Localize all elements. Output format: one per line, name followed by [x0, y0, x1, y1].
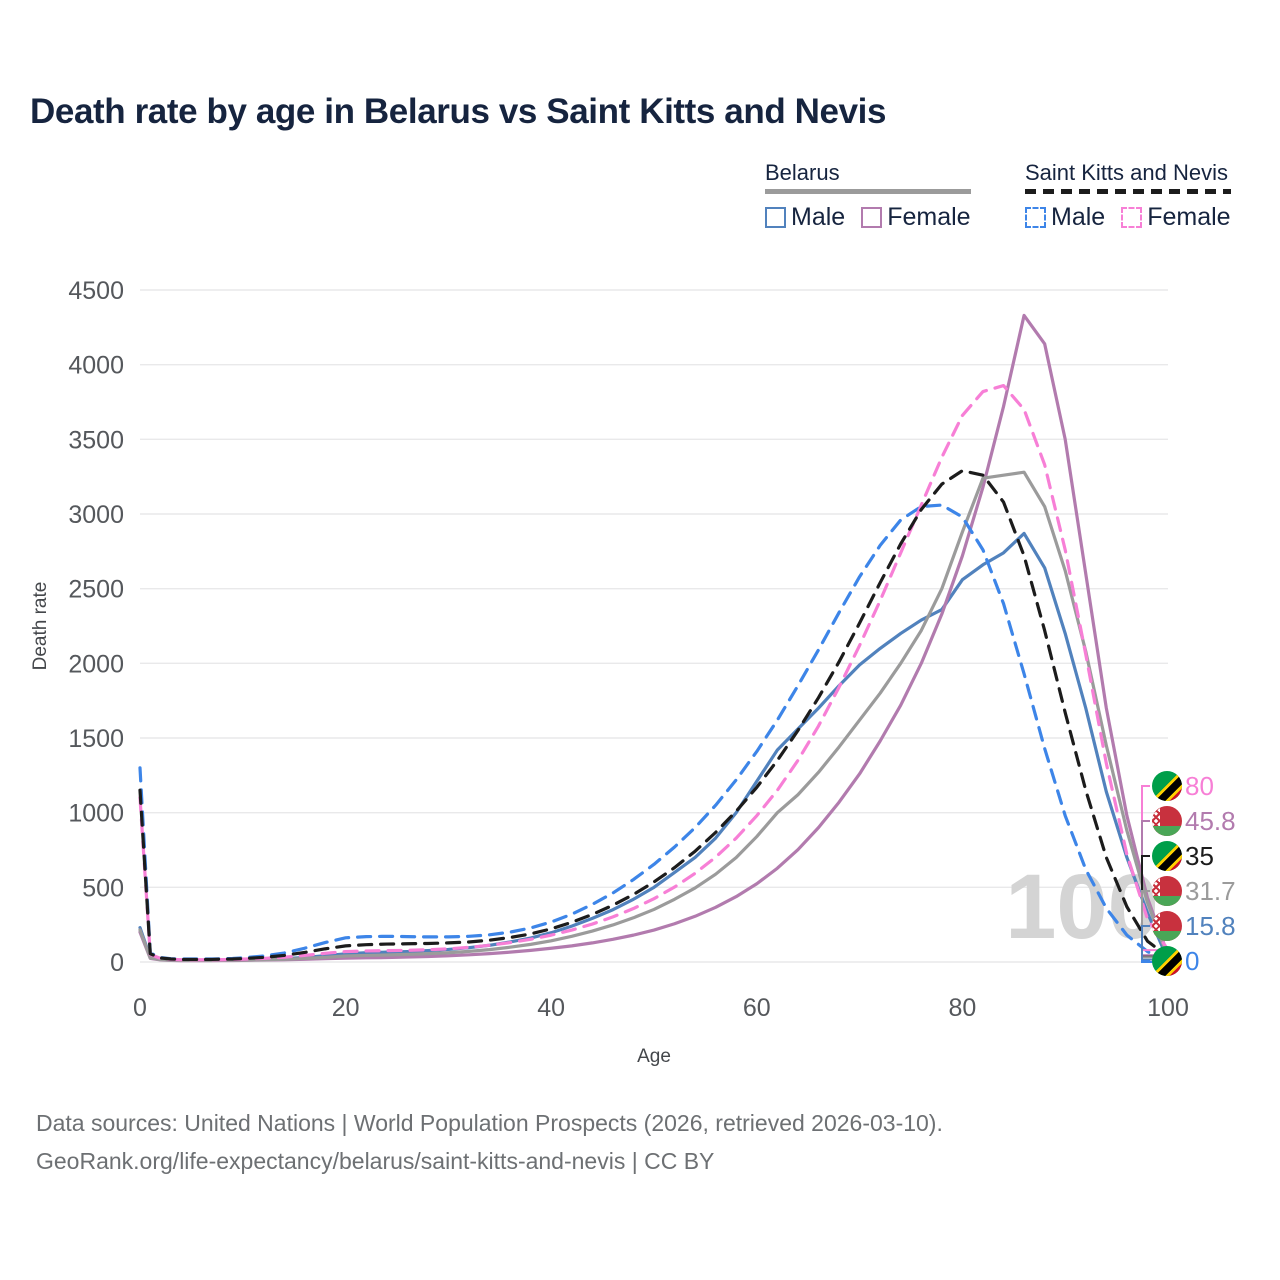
flag-blr-icon [1152, 876, 1182, 906]
x-axis-title: Age [637, 1046, 671, 1067]
x-axis-tick-label: 100 [1147, 994, 1189, 1022]
series-line [138, 469, 1170, 962]
flag-skn-icon [1152, 946, 1182, 976]
y-axis-tick-label: 0 [110, 949, 124, 977]
legend-group-saint-kitts-and-nevis-rule [1025, 189, 1231, 194]
legend-swatch-saint-kitts-and-nevis-female-icon [1121, 207, 1143, 228]
legend-item-saint-kitts-and-nevis-male[interactable]: Male [1025, 203, 1105, 232]
legend-label-saint-kitts-and-nevis-female: Female [1147, 203, 1231, 231]
y-axis-tick-label: 3000 [68, 501, 124, 529]
end-label-value: 0 [1185, 945, 1200, 976]
legend-label-saint-kitts-and-nevis-male: Male [1051, 203, 1106, 231]
end-label-value: 15.8 [1185, 910, 1236, 941]
y-axis-tick-label: 4000 [68, 352, 124, 380]
x-axis-tick-label: 20 [332, 994, 360, 1022]
y-axis-tick-label: 4500 [68, 277, 124, 305]
x-axis-tick-label: 0 [133, 994, 147, 1022]
legend-group-belarus-rule [765, 189, 971, 194]
legend-label-belarus-male: Male [791, 203, 846, 231]
flag-skn-icon [1152, 841, 1182, 871]
end-label-value: 35 [1185, 840, 1214, 871]
legend-group-belarus-title: Belarus [765, 160, 840, 185]
flag-skn-icon [1152, 771, 1182, 801]
end-label-row[interactable]: 35 [1152, 840, 1214, 872]
y-axis-tick-labels: 0 500 1000 1500 2000 2500 3000 3500 4000 4500 [68, 277, 124, 977]
end-label-row[interactable]: 15.8 [1152, 910, 1236, 942]
x-axis-tick-label: 80 [948, 994, 976, 1022]
y-axis-tick-label: 1000 [68, 800, 124, 828]
footer: Data sources: United Nations | World Pop… [36, 1104, 1186, 1180]
legend-group-saint-kitts-and-nevis-title: Saint Kitts and Nevis [1025, 160, 1228, 185]
end-label-row[interactable]: 45.8 [1152, 805, 1236, 837]
y-axis-tick-label: 500 [82, 874, 124, 902]
x-axis-tick-labels: 0 20 40 60 80 100 [133, 994, 1189, 1022]
legend-swatch-saint-kitts-and-nevis-male-icon [1025, 207, 1046, 228]
y-axis-tick-label: 2500 [68, 576, 124, 604]
page-title: Death rate by age in Belarus vs Saint Ki… [30, 92, 887, 131]
y-axis-tick-label: 1500 [68, 725, 124, 753]
legend-swatch-belarus-male-icon [765, 207, 786, 228]
chart-legend: Belarus Male Female Saint Kitts and Nevi… [760, 160, 1260, 250]
legend-item-saint-kitts-and-nevis-female[interactable]: Female [1121, 203, 1231, 232]
legend-group-saint-kitts-and-nevis: Saint Kitts and Nevis Male Female [1025, 160, 1231, 232]
end-label-value: 31.7 [1185, 875, 1236, 906]
footer-line-attribution: GeoRank.org/life-expectancy/belarus/sain… [36, 1148, 715, 1174]
end-label-value: 80 [1185, 770, 1214, 801]
x-axis-tick-label: 40 [537, 994, 565, 1022]
legend-item-belarus-female[interactable]: Female [861, 203, 971, 232]
end-label-row[interactable]: 0 [1152, 945, 1199, 977]
end-label-row[interactable]: 31.7 [1152, 875, 1236, 907]
y-axis-tick-label: 3500 [68, 426, 124, 454]
end-label-list: 80 45.8 35 31.7 15.8 0 [1152, 770, 1280, 985]
y-axis-title: Death rate [30, 582, 51, 671]
watermark: 100 [1005, 856, 1159, 958]
flag-blr-icon [1152, 911, 1182, 941]
footer-line-sources: Data sources: United Nations | World Pop… [36, 1110, 943, 1136]
legend-label-belarus-female: Female [887, 203, 971, 231]
legend-group-belarus: Belarus Male Female [765, 160, 971, 232]
end-label-row[interactable]: 80 [1152, 770, 1214, 802]
legend-swatch-belarus-female-icon [861, 207, 883, 228]
flag-blr-icon [1152, 806, 1182, 836]
x-axis-tick-label: 60 [743, 994, 771, 1022]
end-label-value: 45.8 [1185, 805, 1236, 836]
y-axis-tick-label: 2000 [68, 650, 124, 678]
series-lines [138, 313, 1170, 964]
legend-item-belarus-male[interactable]: Male [765, 203, 845, 232]
